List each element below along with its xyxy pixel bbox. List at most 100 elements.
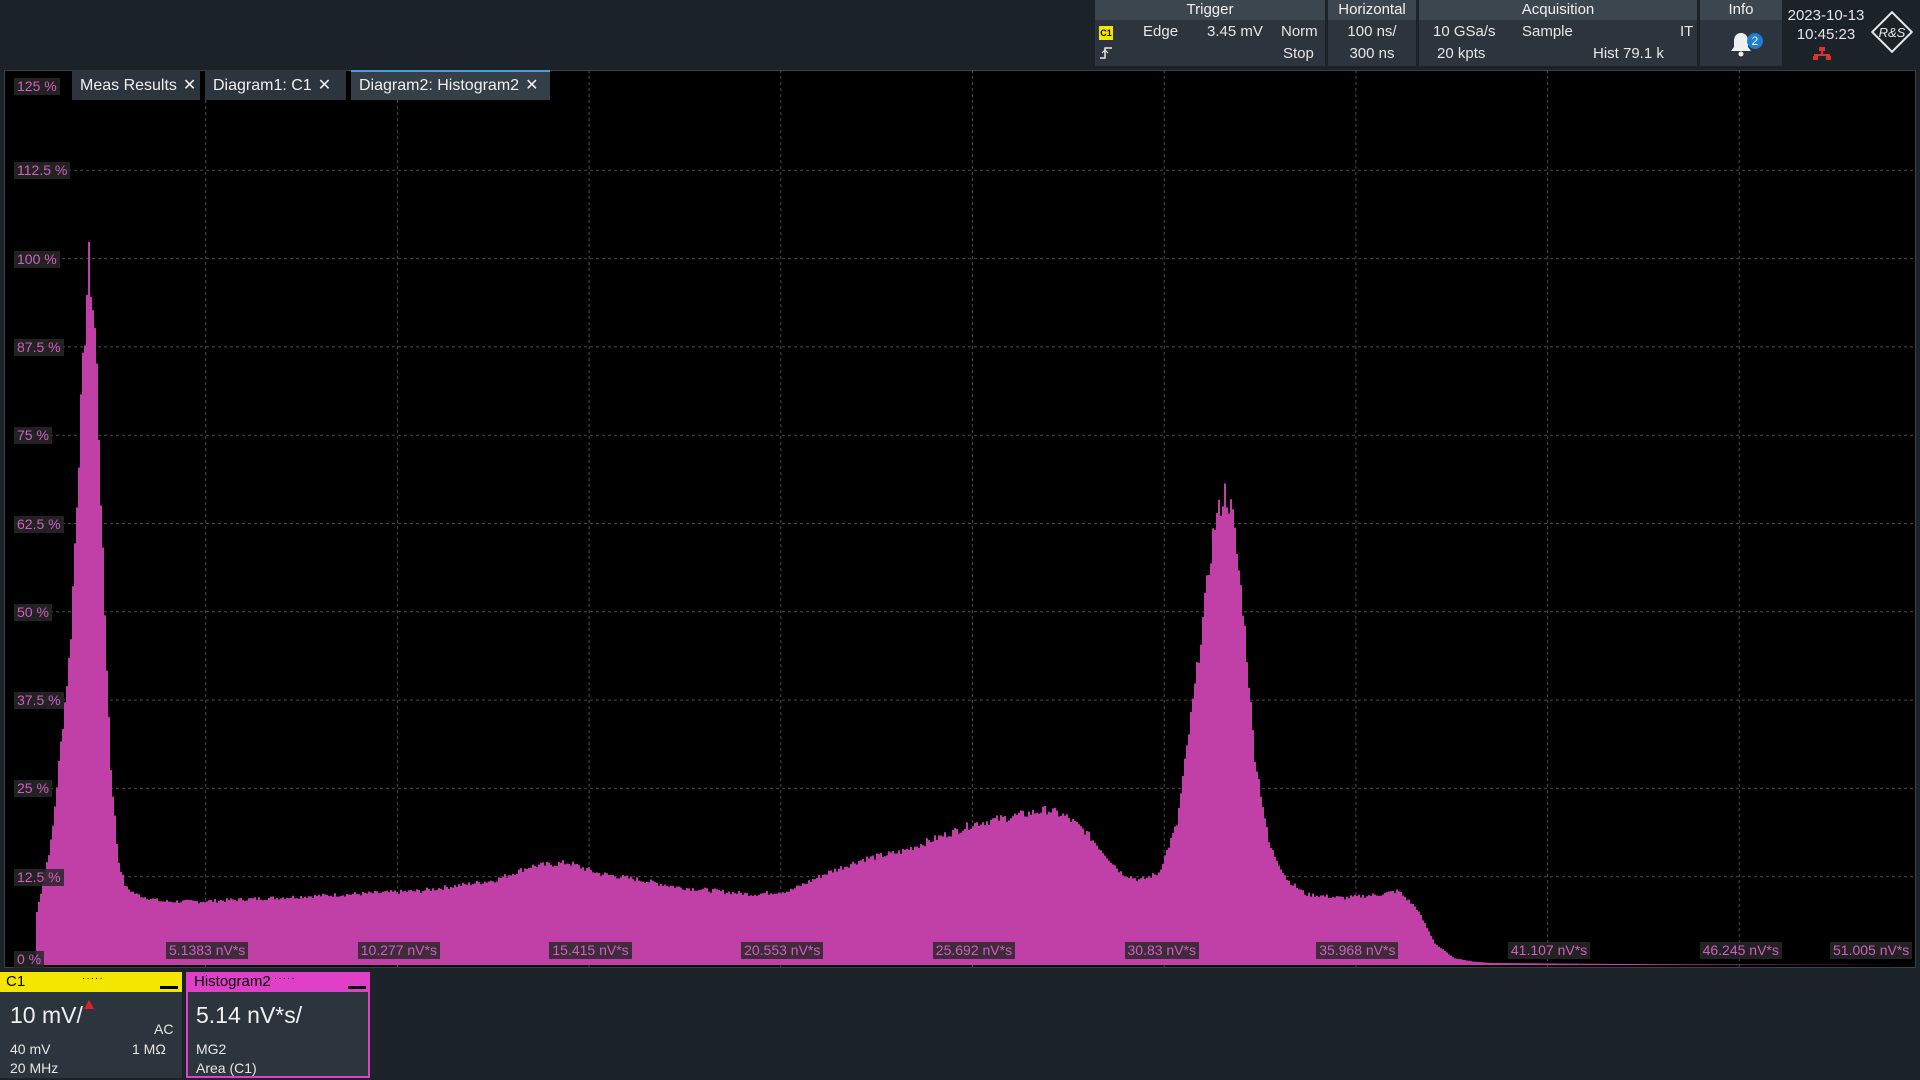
histogram-bar	[1328, 897, 1330, 965]
histogram-bar	[560, 862, 562, 965]
histogram-bar	[1680, 964, 1682, 965]
close-icon[interactable]: ✕	[525, 77, 539, 94]
histogram-bar	[994, 818, 996, 965]
rohde-schwarz-logo[interactable]: R&S	[1870, 10, 1914, 54]
histogram-bar	[692, 888, 694, 965]
histogram-bar	[722, 889, 724, 965]
histogram-bar	[308, 896, 310, 965]
histogram-bar	[100, 505, 102, 965]
histogram-bar	[1390, 891, 1392, 965]
histogram-bar	[1200, 644, 1202, 965]
histogram-bar	[1338, 896, 1340, 965]
histogram-bar	[908, 849, 910, 965]
tab-diagram1[interactable]: Diagram1: C1 ✕	[205, 70, 346, 100]
histogram-bar	[1104, 855, 1106, 965]
histogram-bar	[1276, 860, 1278, 965]
histogram-bar	[112, 796, 114, 965]
histogram-bar	[746, 892, 748, 965]
histogram-bar	[334, 893, 336, 965]
histogram-bar	[1384, 892, 1386, 965]
histogram-bar	[146, 899, 148, 965]
histogram-bar	[508, 875, 510, 965]
histogram-bar	[1414, 906, 1416, 965]
close-icon[interactable]: ✕	[182, 77, 197, 94]
tab-diagram2[interactable]: Diagram2: Histogram2 ✕	[351, 70, 550, 100]
histogram-bar	[668, 886, 670, 965]
histogram-bar	[40, 893, 42, 965]
histogram-bar	[1212, 528, 1214, 965]
histogram-bar	[348, 894, 350, 965]
histogram-bar	[724, 893, 726, 965]
histogram-bar	[314, 894, 316, 965]
histogram-bar	[1148, 876, 1150, 965]
y-tick-label: 62.5 %	[14, 515, 64, 533]
histogram2-box[interactable]: Histogram2 ····· 5.14 nV*s/ MG2 Area (C1…	[186, 972, 370, 1078]
histogram-bar	[492, 881, 494, 965]
histogram-bar	[946, 837, 948, 965]
tab-meas-results[interactable]: Meas Results ✕	[72, 70, 200, 100]
acquisition-panel[interactable]: Acquisition 10 GSa/s Sample IT 20 kpts H…	[1419, 0, 1697, 66]
acquisition-rate: 10 GSa/s	[1433, 23, 1496, 40]
histogram-bar	[584, 870, 586, 965]
channel-c1-box[interactable]: C1 ····· 10 mV/ AC 40 mV 1 MΩ 20 MHz	[0, 972, 182, 1078]
histogram2-source: MG2	[196, 1041, 227, 1057]
acquisition-hist-count: Hist 79.1 k	[1593, 45, 1664, 62]
histogram-bar	[1638, 964, 1640, 965]
histogram-bar	[1730, 964, 1732, 965]
histogram-bar	[1130, 876, 1132, 965]
horizontal-panel[interactable]: Horizontal 100 ns/ 300 ns	[1328, 0, 1416, 66]
histogram-bar	[1150, 877, 1152, 965]
histogram-bar	[950, 836, 952, 965]
histogram-bar	[80, 394, 82, 965]
histogram-bar	[124, 885, 126, 965]
histogram-bar	[476, 880, 478, 965]
histogram-bar	[1234, 527, 1236, 965]
histogram-bar	[424, 890, 426, 965]
histogram-bar	[388, 892, 390, 965]
histogram-bar	[882, 857, 884, 965]
histogram-bar	[94, 328, 96, 965]
trigger-mode: Norm	[1281, 23, 1318, 40]
histogram-bar	[478, 882, 480, 965]
histogram-bar	[46, 862, 48, 965]
histogram-bar	[762, 893, 764, 965]
drag-handle-icon[interactable]: ·····	[274, 973, 296, 984]
histogram-bar	[1066, 814, 1068, 965]
histogram-bar	[712, 889, 714, 965]
histogram-bar	[244, 901, 246, 965]
histogram-bar	[324, 894, 326, 965]
close-icon[interactable]: ✕	[317, 77, 332, 94]
histogram-bar	[1290, 885, 1292, 965]
histogram-bar	[640, 881, 642, 965]
drag-handle-icon[interactable]: ·····	[82, 973, 104, 984]
acquisition-title: Acquisition	[1419, 0, 1697, 20]
histogram-bar	[1064, 815, 1066, 965]
info-title: Info	[1700, 0, 1782, 20]
diagram-area[interactable]	[4, 70, 1916, 968]
histogram-bar	[380, 892, 382, 965]
histogram-bar	[1048, 811, 1050, 965]
histogram-bar	[1564, 963, 1566, 965]
histogram-bar	[1198, 662, 1200, 965]
histogram-bar	[798, 885, 800, 965]
histogram-bar	[1664, 964, 1666, 965]
histogram-bar	[234, 899, 236, 965]
minimize-icon[interactable]	[348, 986, 366, 989]
histogram-bar	[1438, 946, 1440, 965]
histogram-bar	[1708, 964, 1710, 965]
histogram-bar	[856, 864, 858, 965]
histogram-bar	[1406, 900, 1408, 965]
trigger-panel[interactable]: Trigger C1 Edge 3.45 mV Norm Stop	[1095, 0, 1325, 66]
channel-c1-impedance: 1 MΩ	[132, 1041, 166, 1057]
histogram-plot[interactable]	[14, 70, 1914, 968]
histogram-bar	[1058, 816, 1060, 965]
minimize-icon[interactable]	[160, 986, 178, 989]
bell-icon[interactable]	[1728, 30, 1754, 58]
histogram-bar	[1698, 964, 1700, 965]
histogram-bar	[54, 806, 56, 965]
histogram-bar	[442, 889, 444, 965]
histogram-bar	[1492, 962, 1494, 965]
histogram-bar	[420, 892, 422, 965]
histogram-bar	[472, 884, 474, 965]
histogram-bar	[452, 887, 454, 965]
